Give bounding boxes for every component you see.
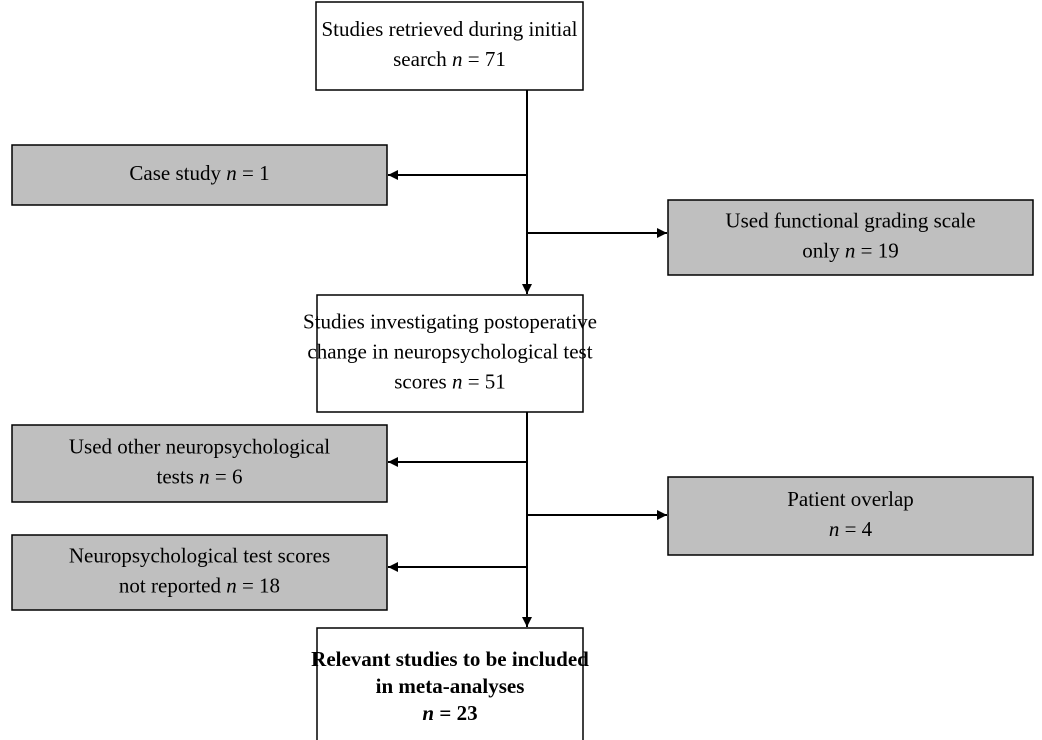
node-label: Relevant studies to be included (311, 647, 589, 671)
connectors (388, 90, 667, 627)
node-label: change in neuropsychological test (307, 339, 592, 363)
node-label: not reported n = 18 (119, 573, 280, 597)
label-segment: n (829, 517, 840, 541)
node-box (667, 476, 1034, 556)
node-box (316, 294, 584, 413)
label-segment: Used functional grading scale (725, 208, 975, 232)
label-segment: Studies investigating postoperative (303, 309, 597, 333)
node-box (11, 424, 388, 503)
node-label: Studies retrieved during initial (321, 17, 577, 41)
label-segment: Case study (129, 161, 226, 185)
node-label: scores n = 51 (394, 369, 506, 393)
label-segment: = 23 (434, 701, 477, 725)
label-segment: = 71 (463, 47, 506, 71)
label-segment: = 1 (237, 161, 270, 185)
node-label: in meta-analyses (376, 674, 525, 698)
label-segment: n (199, 464, 210, 488)
label-segment: = 4 (839, 517, 872, 541)
node-label: only n = 19 (802, 238, 898, 262)
label-segment: tests (157, 464, 200, 488)
node-label: Studies investigating postoperative (303, 309, 597, 333)
label-segment: Studies retrieved during initial (321, 17, 577, 41)
label-segment: n (452, 369, 463, 393)
node-label: Case study n = 1 (129, 161, 269, 185)
node-label: Used other neuropsychological (69, 434, 330, 458)
label-segment: scores (394, 369, 452, 393)
node-box (667, 199, 1034, 276)
node-box (11, 144, 388, 206)
label-segment: change in neuropsychological test (307, 339, 592, 363)
label-segment: = 6 (210, 464, 243, 488)
label-segment: not reported (119, 573, 226, 597)
node-box (316, 627, 584, 740)
node-label: n = 4 (829, 517, 873, 541)
label-segment: in meta-analyses (376, 674, 525, 698)
node-label: tests n = 6 (157, 464, 243, 488)
node-label: n = 23 (422, 701, 477, 725)
label-segment: = 19 (855, 238, 898, 262)
label-segment: Patient overlap (787, 487, 914, 511)
node-label: search n = 71 (393, 47, 506, 71)
label-segment: n (452, 47, 463, 71)
label-segment: n (226, 573, 237, 597)
node-box (315, 1, 584, 91)
label-segment: Used other neuropsychological (69, 434, 330, 458)
label-segment: n (226, 161, 237, 185)
node-label: Neuropsychological test scores (69, 543, 330, 567)
label-segment: n (845, 238, 856, 262)
label-segment: = 51 (462, 369, 505, 393)
label-segment: search (393, 47, 452, 71)
label-segment: Neuropsychological test scores (69, 543, 330, 567)
node-box (11, 534, 388, 611)
node-label: Used functional grading scale (725, 208, 975, 232)
label-segment: = 18 (237, 573, 280, 597)
label-segment: Relevant studies to be included (311, 647, 589, 671)
label-segment: only (802, 238, 845, 262)
label-segment: n (422, 701, 434, 725)
node-label: Patient overlap (787, 487, 914, 511)
